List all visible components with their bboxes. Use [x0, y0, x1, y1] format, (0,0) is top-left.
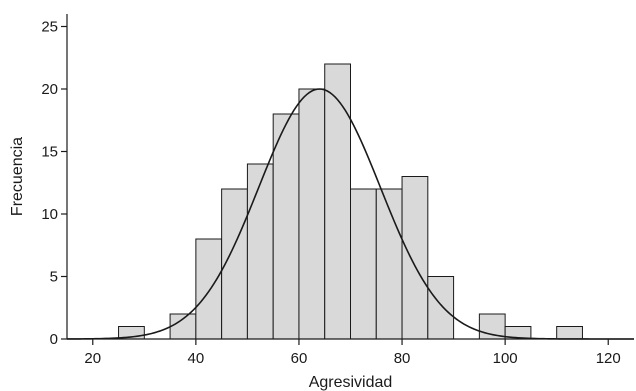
x-tick-label: 80 — [394, 350, 411, 367]
x-tick-label: 20 — [84, 350, 101, 367]
histogram-bar — [298, 88, 326, 340]
histogram-bar — [350, 188, 377, 340]
histogram-bar — [246, 163, 274, 340]
y-tick-label: 15 — [41, 144, 58, 161]
histogram-bar — [375, 188, 403, 340]
bars-layer — [118, 63, 583, 340]
y-tick-label: 10 — [41, 206, 58, 223]
x-tick-label: 40 — [188, 350, 205, 367]
histogram-bar — [401, 176, 429, 340]
y-axis-title: Frecuencia — [9, 137, 26, 216]
x-tick-label: 60 — [291, 350, 308, 367]
histogram-bar — [324, 63, 351, 340]
histogram-bar — [427, 276, 455, 340]
y-tick-label: 25 — [41, 19, 58, 36]
y-tick-label: 0 — [50, 331, 58, 348]
histogram-bar — [556, 326, 583, 340]
y-tick-label: 5 — [50, 269, 58, 286]
x-axis-title: Agresividad — [309, 374, 393, 391]
x-tick-label: 120 — [596, 350, 621, 367]
x-tick-label: 100 — [493, 350, 518, 367]
y-tick-label: 20 — [41, 81, 58, 98]
histogram-bar — [169, 313, 197, 340]
x-ticks: 20 40 60 80 100 120 — [84, 339, 621, 367]
histogram-bar — [272, 113, 300, 340]
histogram-bar — [195, 238, 223, 340]
y-ticks: 0 5 10 15 20 25 — [41, 19, 67, 348]
